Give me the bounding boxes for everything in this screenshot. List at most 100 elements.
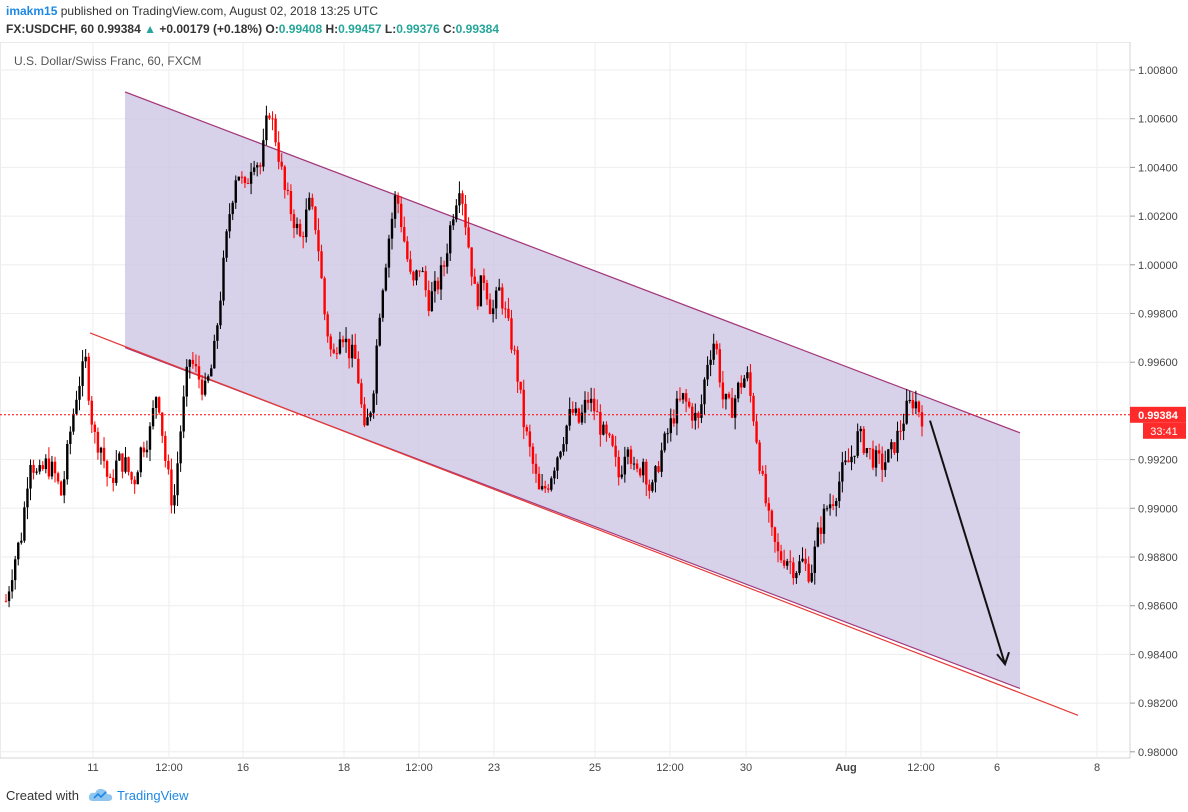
candle-body [161,412,164,436]
candle-body [844,460,847,463]
candle-body [393,195,397,219]
candle-body [914,401,918,409]
price-axis[interactable]: 1.00800 1.00600 1.00400 1.00200 1.00000 0.998… [1130,65,1178,759]
candle-body [740,382,743,388]
candle-body [237,176,241,181]
candle-body [743,378,746,388]
candle-body [525,427,529,432]
candle-body [341,339,345,343]
candle-body [599,412,602,435]
published-text: published on TradingView.com, August 02,… [60,4,379,18]
candle-body [614,445,617,457]
candle-body [157,397,161,413]
candle-body [357,358,360,384]
candle-body [47,458,51,477]
candle-body [605,424,608,434]
candle-body [142,447,146,453]
candle-body [798,561,801,573]
x-tick-label: 12:00 [155,762,183,774]
candle-body [853,455,856,457]
candle-body [185,366,188,397]
candle-body [387,238,391,268]
candle-body [816,527,820,547]
candle-body [626,449,630,457]
y-tick-label: 1.00600 [1138,114,1178,126]
open-label: O: [265,22,279,36]
time-axis[interactable]: 11 12:00 16 18 12:00 23 25 12:00 30 Aug 12:00 6 8 [87,762,1100,774]
candle-body [819,527,823,534]
candle-body [687,401,691,407]
candle-body [69,431,72,445]
candle-body [136,472,139,485]
candle-body [317,230,320,252]
price-tag-box [1130,406,1186,423]
candle-body [822,508,826,534]
candle-body [482,275,486,283]
candle-body [553,470,556,479]
candle-body [810,572,813,582]
y-tick-label: 1.00800 [1138,65,1178,77]
candle-body [409,259,412,272]
candle-body [295,223,299,229]
x-tick-label: 12:00 [405,762,433,774]
candle-body [176,463,179,496]
candle-body [736,382,740,399]
candle-body [660,450,663,472]
x-tick-label: 11 [87,762,98,774]
candle-body [528,431,532,447]
candle-body [41,465,44,470]
candle-body [133,479,136,485]
y-tick-label: 0.98000 [1138,747,1178,759]
up-arrow-icon: ▲ [144,22,156,36]
candle-body [629,449,633,464]
candle-body [335,353,339,355]
candle-body [782,560,786,566]
countdown-value: 33:41 [1150,426,1178,438]
candle-body [10,580,14,592]
footer: Created with TradingView [0,782,1188,812]
close-label: C: [442,22,456,36]
candle-body [684,393,688,402]
tradingview-cloud-icon [88,788,113,801]
x-tick-label: Aug [835,762,856,774]
candle-body [197,366,201,380]
price-chart[interactable]: 1.00800 1.00600 1.00400 1.00200 1.00000 0.998… [0,42,1188,782]
candle-body [29,464,32,489]
candle-body [461,193,464,204]
candle-body [709,359,712,365]
candle-body [678,398,682,400]
candle-body [170,469,173,506]
candle-body [412,271,415,281]
candle-body [580,412,584,423]
candle-body [265,115,268,141]
candle-body [90,400,93,425]
candle-body [884,462,887,470]
candle-body [243,177,247,183]
candle-body [547,488,550,490]
candle-body [470,247,473,277]
y-tick-label: 1.00200 [1138,211,1178,223]
low-value: 0.99376 [396,22,440,36]
candle-body [399,203,403,228]
candle-body [78,385,81,400]
tradingview-link[interactable]: TradingView [117,788,189,803]
candle-body [586,399,590,403]
author-link[interactable]: imakm15 [6,4,58,18]
candle-body [850,456,853,463]
y-tick-label: 0.99000 [1138,503,1178,515]
candle-body [179,431,182,464]
candle-body [66,444,69,480]
candle-body [53,461,57,474]
candle-body [715,343,718,350]
low-label: L: [384,22,397,36]
candle-body [859,428,862,432]
candle-body [847,460,850,463]
candle-body [173,495,176,506]
candle-body [608,433,611,436]
candle-body [838,481,841,502]
candle-body [577,408,581,423]
candle-body [733,398,737,418]
candle-body [657,466,660,472]
candle-body [467,227,470,248]
y-tick-label: 0.99200 [1138,455,1178,467]
